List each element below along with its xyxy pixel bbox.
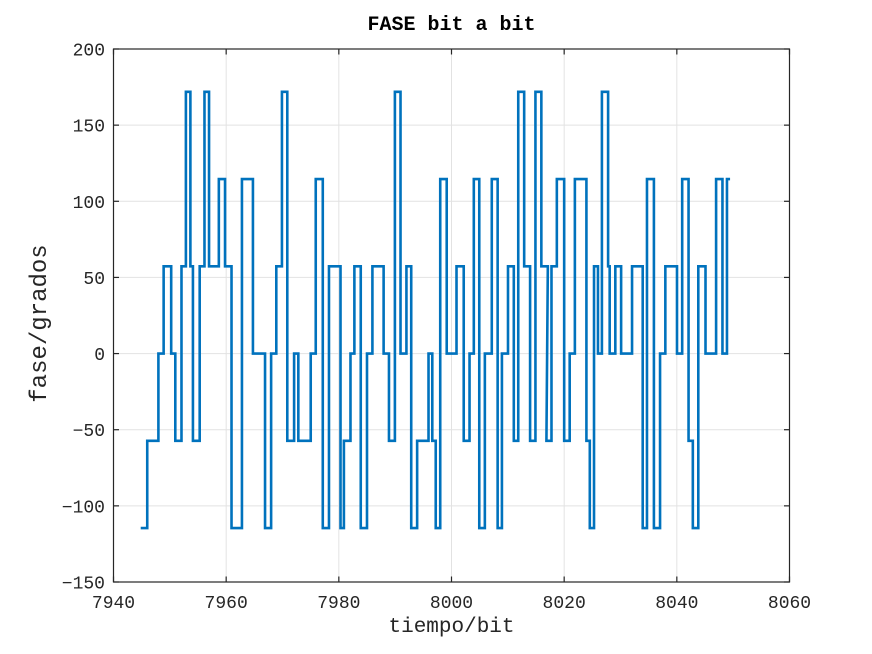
svg-text:150: 150 [73, 118, 105, 138]
svg-text:200: 200 [73, 42, 105, 62]
svg-text:100: 100 [73, 194, 105, 214]
svg-text:8040: 8040 [655, 594, 698, 614]
svg-text:fase/grados: fase/grados [27, 244, 54, 402]
svg-text:−100: −100 [62, 498, 105, 518]
svg-text:7980: 7980 [317, 594, 360, 614]
svg-text:−150: −150 [62, 575, 105, 595]
svg-text:8000: 8000 [430, 594, 473, 614]
svg-text:50: 50 [83, 270, 105, 290]
svg-text:tiempo/bit: tiempo/bit [388, 616, 514, 639]
svg-text:7960: 7960 [205, 594, 248, 614]
svg-text:7940: 7940 [92, 594, 135, 614]
svg-text:−50: −50 [73, 422, 105, 442]
svg-text:0: 0 [94, 346, 105, 366]
svg-text:8060: 8060 [768, 594, 811, 614]
svg-text:FASE bit a bit: FASE bit a bit [367, 14, 535, 37]
svg-text:8020: 8020 [543, 594, 586, 614]
